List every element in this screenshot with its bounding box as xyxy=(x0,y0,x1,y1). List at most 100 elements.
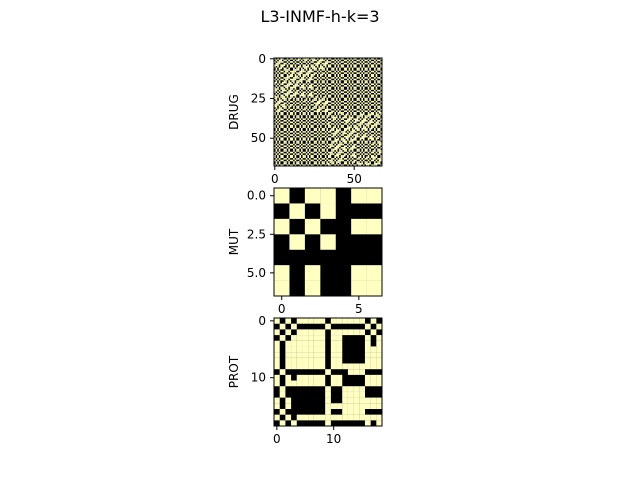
heatmap-cell xyxy=(370,363,377,370)
heatmap-cell xyxy=(296,97,298,100)
heatmap-cell xyxy=(312,146,314,149)
heatmap-cell xyxy=(301,72,303,74)
heatmap-cell xyxy=(370,100,373,103)
heatmap-cell xyxy=(335,150,338,152)
heatmap-cell xyxy=(364,80,367,82)
heatmap-cell xyxy=(355,121,357,124)
heatmap-cell xyxy=(347,386,354,392)
heatmap-cell xyxy=(337,112,340,114)
heatmap-cell xyxy=(281,131,284,133)
heatmap-cell xyxy=(280,121,282,124)
heatmap-cell xyxy=(274,75,276,78)
heatmap-cell xyxy=(278,100,281,103)
heatmap-cell xyxy=(367,143,370,146)
heatmap-cell xyxy=(378,99,381,101)
heatmap-cell xyxy=(372,73,375,76)
heatmap-cell xyxy=(297,58,300,60)
heatmap-cell xyxy=(328,151,330,154)
heatmap-cell xyxy=(372,70,375,73)
heatmap-cell xyxy=(378,107,381,109)
heatmap-cell xyxy=(285,99,287,101)
heatmap-cell xyxy=(374,161,376,163)
heatmap-cell xyxy=(329,58,332,60)
heatmap-cell xyxy=(304,64,306,66)
heatmap-cell xyxy=(307,72,309,74)
heatmap-cell xyxy=(364,346,371,353)
heatmap-cell xyxy=(320,146,322,149)
heatmap-cell xyxy=(345,148,348,151)
heatmap-cell xyxy=(348,99,351,101)
heatmap-cell xyxy=(372,113,375,116)
heatmap-cell xyxy=(348,126,351,128)
heatmap-cell xyxy=(320,59,322,62)
heatmap-cell xyxy=(369,121,371,124)
heatmap-cell xyxy=(351,280,367,297)
heatmap-cell xyxy=(305,140,308,143)
heatmap-cell xyxy=(337,156,340,159)
heatmap-cell xyxy=(358,123,360,125)
heatmap-cell xyxy=(343,69,346,71)
heatmap-cell xyxy=(281,64,284,66)
heatmap-cell xyxy=(301,135,303,138)
heatmap-cell xyxy=(359,58,362,60)
heatmap-cell xyxy=(337,139,340,141)
heatmap-cell xyxy=(331,140,333,143)
heatmap-cell xyxy=(342,414,348,421)
heatmap-cell xyxy=(345,115,348,117)
heatmap-cell xyxy=(308,158,311,160)
heatmap-cell xyxy=(319,363,326,370)
heatmap-cell xyxy=(308,135,311,138)
heatmap-cell xyxy=(358,67,360,70)
heatmap-cell xyxy=(339,80,341,82)
heatmap-cell xyxy=(321,140,324,143)
heatmap-cell xyxy=(377,127,379,130)
heatmap-cell xyxy=(281,73,284,76)
heatmap-cell xyxy=(356,67,359,70)
heatmap-cell xyxy=(302,137,305,140)
heatmap-cell xyxy=(345,142,348,144)
heatmap-cell xyxy=(312,94,314,97)
heatmap-cell xyxy=(329,75,332,78)
heatmap-cell xyxy=(339,148,341,151)
heatmap-cell xyxy=(299,151,302,154)
heatmap-cell xyxy=(323,158,325,160)
x-tick-label: 50 xyxy=(347,172,362,186)
heatmap-cell xyxy=(275,67,278,70)
heatmap-cell xyxy=(370,75,373,78)
heatmap-cell xyxy=(361,121,363,124)
heatmap-cell xyxy=(340,164,343,167)
heatmap-cell xyxy=(278,99,281,101)
heatmap-cell xyxy=(342,118,344,120)
heatmap-cell xyxy=(283,105,286,108)
heatmap-cell xyxy=(370,127,373,130)
heatmap-cell xyxy=(372,143,375,146)
heatmap-cell xyxy=(353,61,356,63)
heatmap-cell xyxy=(326,148,329,151)
heatmap-cell xyxy=(332,148,335,151)
heatmap-cell xyxy=(277,164,279,167)
heatmap-cell xyxy=(307,70,309,73)
heatmap-cell xyxy=(302,164,305,167)
heatmap-cell xyxy=(332,134,335,136)
heatmap-cell xyxy=(296,150,298,152)
heatmap-cell xyxy=(324,121,327,124)
heatmap-cell xyxy=(297,140,300,143)
heatmap-cell xyxy=(340,143,343,146)
heatmap-cell xyxy=(308,69,311,71)
heatmap-cell xyxy=(362,61,365,63)
heatmap-cell xyxy=(283,142,286,144)
heatmap-cell xyxy=(288,145,290,147)
heatmap-cell xyxy=(342,329,348,336)
heatmap-cell xyxy=(299,113,302,116)
heatmap-cell xyxy=(328,124,330,127)
heatmap-cell xyxy=(369,129,371,132)
heatmap-cell xyxy=(348,145,351,147)
heatmap-cell xyxy=(293,72,295,74)
heatmap-cell xyxy=(281,89,284,92)
heatmap-cell xyxy=(316,91,319,93)
heatmap-cell xyxy=(285,135,287,138)
heatmap-cell xyxy=(283,145,286,147)
heatmap-cell xyxy=(293,142,295,144)
heatmap-cell xyxy=(334,100,336,103)
